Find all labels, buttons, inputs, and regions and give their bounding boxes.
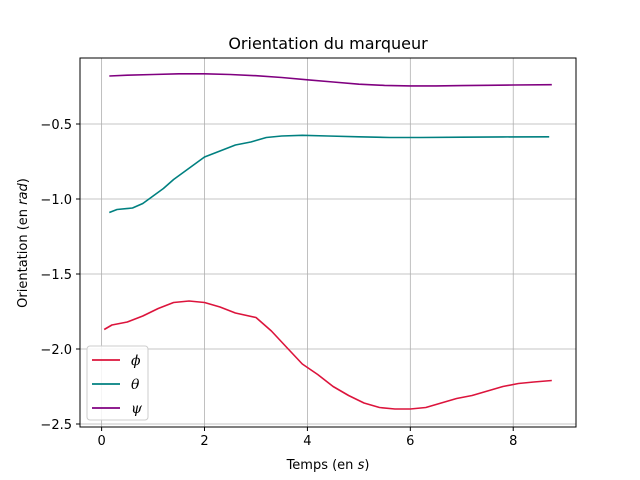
y-tick-label: −2.5: [40, 418, 72, 433]
y-axis-label: Orientation (en rad): [16, 178, 31, 308]
x-tick-label: 0: [97, 434, 105, 449]
legend-label-2: ψ: [131, 401, 143, 417]
series-lines: [103, 73, 552, 410]
chart-title: Orientation du marqueur: [228, 34, 428, 53]
legend-box: [86, 345, 149, 421]
y-tick-label: −2.0: [40, 343, 72, 358]
legend: ϕθψ: [86, 345, 149, 421]
series-line-1: [109, 134, 550, 214]
x-axis-label: Temps (en s): [286, 458, 370, 473]
legend-label-1: θ: [131, 377, 140, 393]
y-tick-label: −0.5: [40, 118, 72, 133]
x-tick-label: 4: [303, 434, 311, 449]
y-tick-label: −1.5: [40, 268, 72, 283]
y-tick-label: −1.0: [40, 193, 72, 208]
x-tick-label: 6: [406, 434, 414, 449]
grid-lines: [80, 58, 576, 427]
x-tick-label: 2: [200, 434, 208, 449]
axis-ticks: 0 2 4 6 8 −0.5 −1.0 −1.5 −2.0 −2.5: [40, 118, 517, 449]
series-line-2: [109, 73, 552, 87]
legend-label-0: ϕ: [131, 353, 141, 369]
series-line-0: [103, 300, 552, 410]
plot-frame: [79, 57, 577, 428]
x-tick-label: 8: [509, 434, 517, 449]
